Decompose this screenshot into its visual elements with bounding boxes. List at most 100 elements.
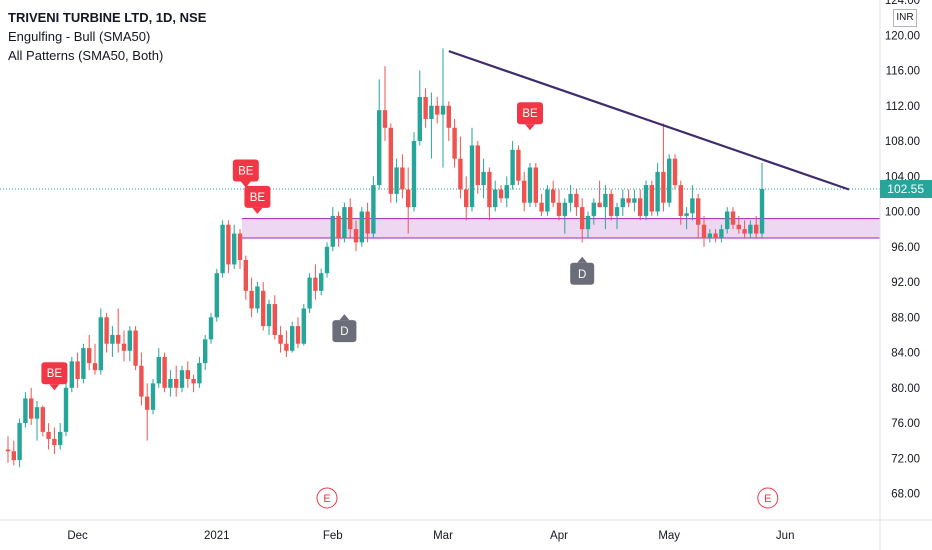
y-tick-label: 124.00 (885, 0, 920, 7)
be-badge-text: BE (47, 368, 63, 380)
candle-body (498, 189, 504, 199)
chart-legend: TRIVENI TURBINE LTD, 1D, NSE Engulfing -… (8, 8, 206, 65)
candle-body (237, 233, 243, 260)
candle-body (365, 211, 370, 234)
candle-body (603, 193, 608, 208)
candle-body (319, 273, 324, 291)
candle-body (440, 105, 446, 115)
candle-body (249, 290, 254, 309)
x-tick-label: 2021 (204, 530, 230, 542)
candle-body (243, 260, 248, 291)
candle-body (725, 211, 730, 230)
candle-body (533, 167, 538, 203)
be-badge-text: BE (250, 192, 266, 204)
candle-body (168, 378, 173, 388)
candle-body (539, 202, 544, 212)
candle-body (580, 207, 585, 230)
candle-body (487, 171, 492, 208)
symbol-title[interactable]: TRIVENI TURBINE LTD, 1D, NSE (8, 10, 207, 25)
candle-body (475, 145, 480, 186)
candle-body (185, 370, 190, 379)
candle-body (748, 224, 753, 234)
candle-body (377, 110, 382, 186)
d-badge-text: D (340, 326, 348, 338)
currency-unit-label[interactable]: INR (893, 9, 917, 27)
candle-body (272, 304, 277, 335)
candle-body (46, 431, 51, 439)
candle-body (400, 167, 405, 190)
earnings-marker: E (757, 487, 779, 509)
x-tick-label: Feb (323, 530, 343, 542)
be-badge-box (244, 185, 271, 208)
y-tick-label: 88.00 (891, 312, 920, 324)
candle-body (527, 167, 533, 203)
candle-body (469, 145, 475, 208)
candle-body (81, 348, 86, 379)
candle-body (713, 233, 718, 238)
x-tick-label: May (658, 530, 680, 542)
candle-body (203, 339, 208, 364)
price-tag-box (880, 180, 932, 199)
d-badge-box (332, 320, 357, 343)
candle-body (139, 365, 144, 397)
candle-body (313, 277, 318, 291)
d-pattern-badge: D (570, 256, 595, 285)
trendline-layer[interactable] (448, 50, 850, 191)
indicator-all-patterns-label[interactable]: All Patterns (SMA50, Both) (8, 48, 164, 63)
candle-body (214, 273, 219, 318)
candle-body (643, 185, 649, 216)
candle-body (684, 213, 689, 216)
candle-body (504, 185, 509, 199)
candle-body (87, 348, 92, 364)
candle-body (301, 308, 306, 344)
y-tick-label: 80.00 (891, 383, 920, 395)
candle-body (661, 171, 666, 203)
candle-body (394, 167, 399, 194)
candle-body (638, 198, 643, 216)
candle-body (493, 189, 498, 208)
candle-body (342, 207, 347, 238)
candle-body (92, 363, 98, 371)
be-badge-text: BE (522, 108, 538, 120)
candle-body (464, 189, 469, 208)
candle-body (255, 286, 260, 309)
be-badge-pointer (252, 207, 263, 214)
candle-body (516, 149, 521, 181)
candle-body (597, 202, 602, 208)
candle-body (174, 378, 179, 388)
candle-body (75, 361, 80, 379)
candle-body (481, 171, 486, 186)
candle-body (574, 193, 579, 208)
candle-body (191, 378, 196, 384)
candle-body (40, 407, 45, 432)
candle-body (458, 158, 463, 190)
y-tick-label: 116.00 (886, 66, 920, 78)
trendline[interactable] (448, 50, 850, 191)
candle-body (678, 185, 683, 216)
candles-layer (5, 48, 765, 468)
candle-body (121, 343, 127, 351)
candle-body (232, 233, 237, 265)
be-badge-pointer (525, 124, 535, 131)
candle-body (52, 438, 57, 446)
d-badge-box (570, 262, 595, 285)
candle-body (127, 330, 132, 351)
candle-body (58, 431, 63, 446)
candle-body (23, 398, 28, 424)
candle-body (69, 361, 74, 388)
candle-body (11, 451, 16, 461)
candle-body (34, 407, 40, 419)
earnings-marker: E (316, 487, 338, 509)
candle-body (208, 317, 214, 340)
earnings-circle (316, 487, 338, 509)
candle-body (730, 211, 736, 225)
candle-body (104, 317, 109, 344)
y-tick-label: 108.00 (885, 136, 920, 148)
candle-body (655, 171, 660, 212)
candle-body (452, 127, 457, 159)
candle-body (324, 246, 330, 274)
candle-body (701, 224, 707, 238)
indicator-engulfing-label[interactable]: Engulfing - Bull (SMA50) (8, 29, 151, 44)
